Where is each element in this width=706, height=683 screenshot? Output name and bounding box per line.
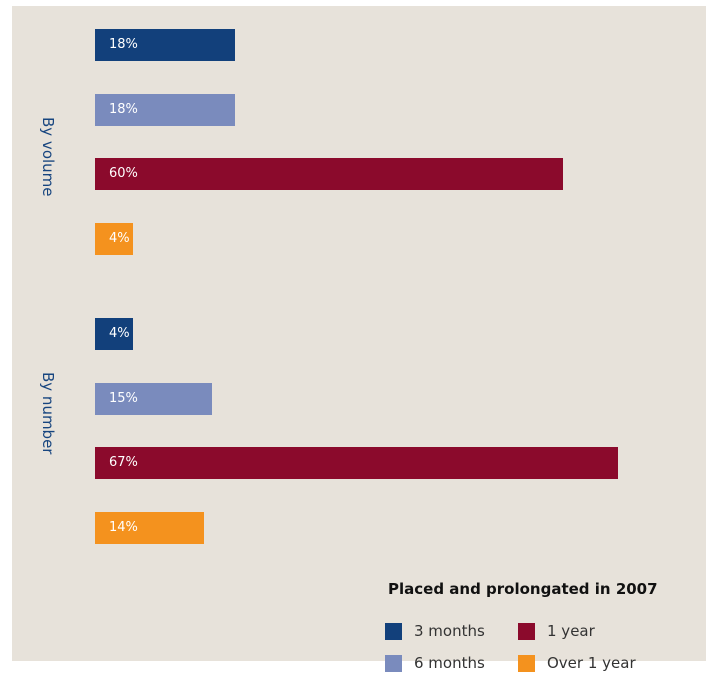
bar-label-by-number-over-1-year: 14% <box>109 519 138 535</box>
bar-by-number-3-months: 4% <box>95 318 133 350</box>
legend-item-over-1-year: Over 1 year <box>518 654 636 672</box>
bar-by-volume-3-months: 18% <box>95 29 235 61</box>
legend-swatch-1-year <box>518 622 535 640</box>
bar-label-by-volume-6-months: 18% <box>109 101 138 117</box>
legend-label-6-months: 6 months <box>414 654 485 672</box>
legend-item-6-months: 6 months <box>385 654 485 672</box>
legend-label-1-year: 1 year <box>547 622 595 640</box>
bar-by-volume-1-year: 60% <box>95 158 563 190</box>
bar-by-volume-over-1-year: 4% <box>95 222 133 255</box>
legend-swatch-3-months <box>385 622 402 640</box>
bar-label-by-volume-over-1-year: 4% <box>109 230 130 246</box>
legend-label-3-months: 3 months <box>414 622 485 640</box>
bar-by-number-1-year: 67% <box>95 447 618 479</box>
bar-label-by-volume-3-months: 18% <box>109 37 138 52</box>
group-label-by-number: By number <box>39 372 57 455</box>
legend-item-3-months: 3 months <box>385 622 485 640</box>
legend-swatch-over-1-year <box>518 654 535 672</box>
bar-label-by-volume-1-year: 60% <box>109 166 138 181</box>
legend-title: Placed and prolongated in 2007 <box>388 580 658 598</box>
group-label-by-volume: By volume <box>39 117 57 197</box>
bar-label-by-number-6-months: 15% <box>109 390 138 406</box>
legend-swatch-6-months <box>385 654 402 672</box>
legend-item-1-year: 1 year <box>518 622 595 640</box>
bar-by-number-6-months: 15% <box>95 382 212 415</box>
legend-label-over-1-year: Over 1 year <box>547 654 636 672</box>
bar-by-number-over-1-year: 14% <box>95 511 204 544</box>
bar-label-by-number-1-year: 67% <box>109 455 138 470</box>
bar-by-volume-6-months: 18% <box>95 93 235 126</box>
bar-label-by-number-3-months: 4% <box>109 326 130 341</box>
